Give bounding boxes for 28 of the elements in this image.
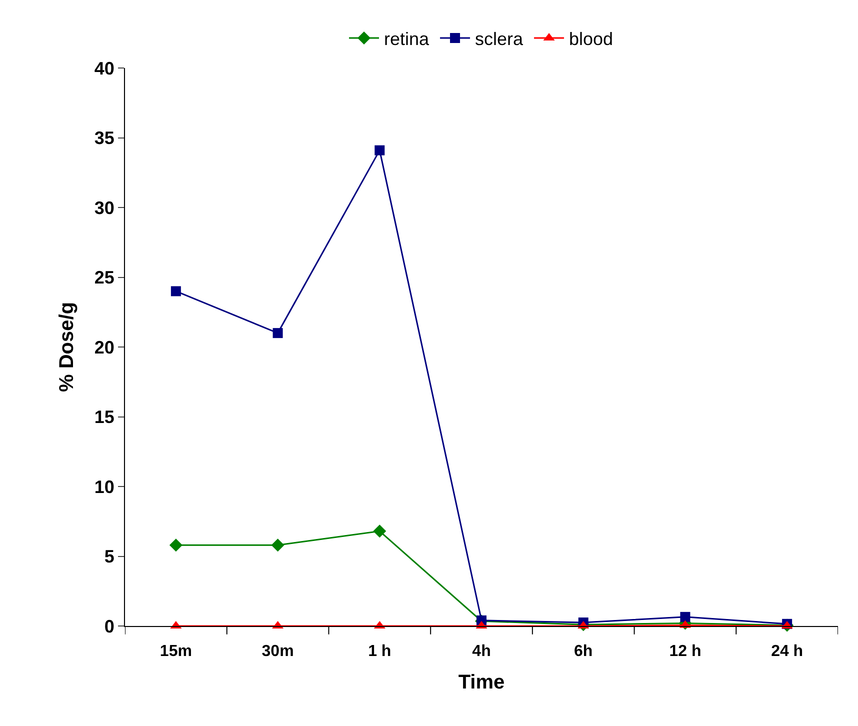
x-tick-label: 30m <box>262 643 294 660</box>
point <box>373 524 386 538</box>
legend-label: retina <box>384 29 430 50</box>
point <box>374 145 385 156</box>
x-tick-label: 12 h <box>669 643 702 660</box>
x-tick-label: 24 h <box>771 643 804 660</box>
y-tick-label: 0 <box>104 616 114 636</box>
point <box>680 612 690 622</box>
x-tick-label: 1 h <box>368 643 392 660</box>
point <box>271 538 284 552</box>
y-tick-label: 15 <box>94 407 114 428</box>
point <box>169 538 182 552</box>
x-axis-title: Time <box>458 672 505 694</box>
point <box>272 328 283 338</box>
y-tick-label: 40 <box>94 58 114 78</box>
y-tick-label: 5 <box>104 546 114 567</box>
legend-label: sclera <box>475 29 524 50</box>
point <box>170 286 181 296</box>
legend-label: blood <box>569 29 614 50</box>
y-tick-label: 20 <box>94 337 114 358</box>
x-tick-label: 4h <box>472 643 491 660</box>
x-tick-label: 15m <box>160 643 192 660</box>
y-tick-label: 35 <box>94 128 114 148</box>
x-tick-label: 6h <box>574 643 593 660</box>
y-tick-label: 10 <box>94 476 114 497</box>
y-tick-label: 30 <box>94 198 114 218</box>
y-axis-title: % Dose/g <box>56 302 78 392</box>
y-tick-label: 25 <box>94 268 114 288</box>
